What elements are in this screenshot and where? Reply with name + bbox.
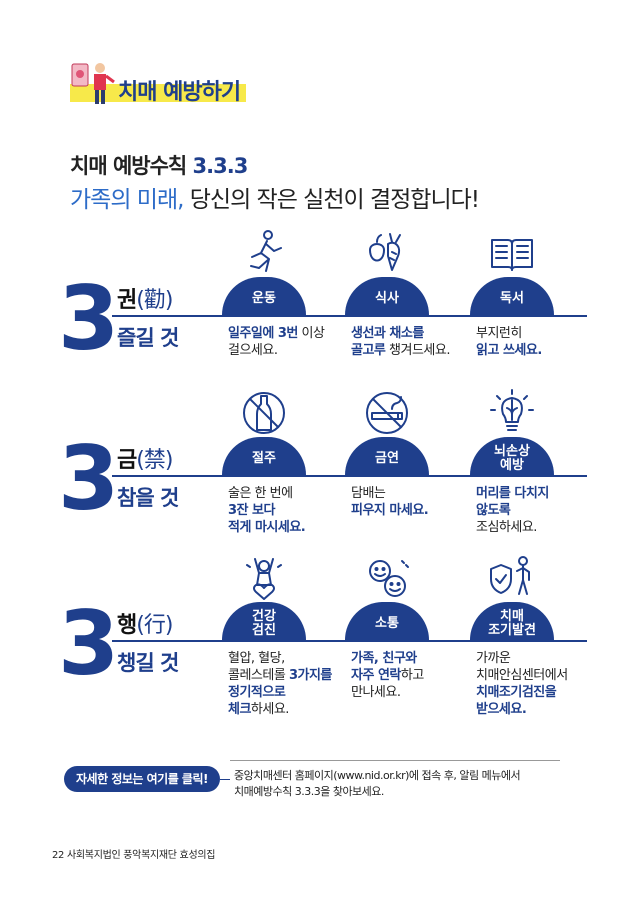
smiley-faces-icon — [369, 560, 409, 597]
description-emphasis: 3가지를 — [288, 668, 332, 683]
heading-prefix: 치매 예방수칙 — [70, 154, 193, 178]
description-emphasis: 3잔 보다 — [228, 503, 275, 518]
description-emphasis: 읽고 쓰세요. — [476, 343, 542, 358]
subheading-highlight: 가족의 미래, — [70, 187, 184, 213]
rule-divider — [112, 475, 587, 477]
description-text: 치매안심센터에서 — [476, 668, 568, 683]
subheading-rest: 당신의 작은 실천이 결정합니다! — [183, 187, 480, 213]
category-label: 운동 — [222, 277, 306, 315]
more-info-button[interactable]: 자세한 정보는 여기를 클릭! — [64, 766, 220, 792]
rule-keyword-text: 금 — [117, 448, 137, 473]
category-label: 뇌손상 예방 — [470, 437, 554, 475]
rule-hanja: (禁) — [136, 448, 173, 473]
info-divider — [230, 760, 560, 761]
description-emphasis: 받으세요. — [476, 702, 527, 717]
description-emphasis: 체크 — [228, 702, 251, 717]
category-label: 식사 — [345, 277, 429, 315]
rule-number: 3 — [58, 592, 120, 695]
category-label: 치매 조기발견 — [470, 602, 554, 640]
rule-keyword: 금(禁) — [117, 442, 173, 474]
description-text: 이상 — [297, 326, 325, 341]
category-label: 건강 검진 — [222, 602, 306, 640]
rule-keyword-text: 권 — [117, 288, 137, 313]
description-text: 하고 — [400, 668, 424, 683]
rule-divider — [112, 640, 587, 642]
rule-verb: 챙길 것 — [117, 651, 179, 675]
category-label: 소통 — [345, 602, 429, 640]
description-text: 혈압, 혈당, — [228, 651, 285, 666]
description-text: 술은 한 번에 — [228, 486, 293, 501]
shield-person-icon — [490, 556, 530, 595]
more-info-line: 치매예방수칙 3.3.3을 찾아보세요. — [234, 785, 384, 798]
open-book-icon — [491, 239, 533, 271]
page-heading: 치매 예방수칙 3.3.3 — [70, 150, 249, 180]
heading-number: 3.3.3 — [192, 154, 249, 178]
rule-keyword: 행(行) — [117, 607, 173, 639]
description-text: 챙겨드세요. — [385, 343, 450, 358]
rule-verb: 참을 것 — [117, 486, 179, 510]
section-title: 치매 예방하기 — [118, 80, 241, 105]
description-emphasis: 정기적으로 — [228, 685, 286, 700]
description-text: 조심하세요. — [476, 520, 537, 535]
rule-hanja: (行) — [136, 613, 173, 638]
description-emphasis: 치매조기검진을 — [476, 685, 557, 700]
description-text: 콜레스테롤 — [228, 668, 289, 683]
cheering-person-icon — [246, 558, 282, 600]
rule-keyword: 권(勸) — [117, 282, 173, 314]
description-text: 만나세요. — [351, 685, 401, 700]
category-label: 절주 — [222, 437, 306, 475]
description-text: 하세요. — [250, 702, 290, 717]
brain-bulb-icon — [490, 389, 534, 431]
description-emphasis: 골고루 — [351, 343, 386, 358]
rule-divider — [112, 315, 587, 317]
description-emphasis: 머리를 다치지 — [476, 486, 549, 501]
running-person-icon — [250, 230, 282, 272]
description-emphasis: 피우지 마세요. — [351, 503, 429, 518]
no-drinking-icon — [243, 392, 285, 434]
vegetables-icon — [369, 233, 401, 271]
description-text: 가까운 — [476, 651, 511, 666]
description-emphasis: 일주일에 3번 — [228, 326, 298, 341]
description-emphasis: 가족, 친구와 — [351, 651, 417, 666]
description-emphasis: 생선과 채소를 — [351, 326, 424, 341]
description-text: 부지런히 — [476, 326, 522, 341]
no-smoking-icon — [366, 392, 408, 434]
page-subheading: 가족의 미래, 당신의 작은 실천이 결정합니다! — [70, 180, 480, 214]
description-text: 담배는 — [351, 486, 386, 501]
caregiver-illustration-icon — [71, 63, 115, 104]
more-info-line: 중앙치매센터 홈페이지(www.nid.or.kr)에 접속 후, 알림 메뉴에… — [234, 769, 521, 782]
description-emphasis: 적게 마시세요. — [228, 520, 306, 535]
rule-number: 3 — [58, 427, 120, 530]
rule-number: 3 — [58, 267, 120, 370]
connector-line — [220, 779, 230, 780]
description-text: 걸으세요. — [228, 343, 278, 358]
more-info-text: 중앙치매센터 홈페이지(www.nid.or.kr)에 접속 후, 알림 메뉴에… — [234, 768, 521, 800]
description-emphasis: 자주 연락 — [351, 668, 401, 683]
title-highlight — [70, 84, 246, 102]
rule-keyword-text: 행 — [117, 613, 137, 638]
rule-hanja: (勸) — [136, 288, 173, 313]
category-label: 독서 — [470, 277, 554, 315]
rule-verb: 즐길 것 — [117, 326, 179, 350]
category-label: 금연 — [345, 437, 429, 475]
page-footer: 22 사회복지법인 풍악복지재단 효성의집 — [52, 850, 216, 861]
description-emphasis: 않도록 — [476, 503, 511, 518]
